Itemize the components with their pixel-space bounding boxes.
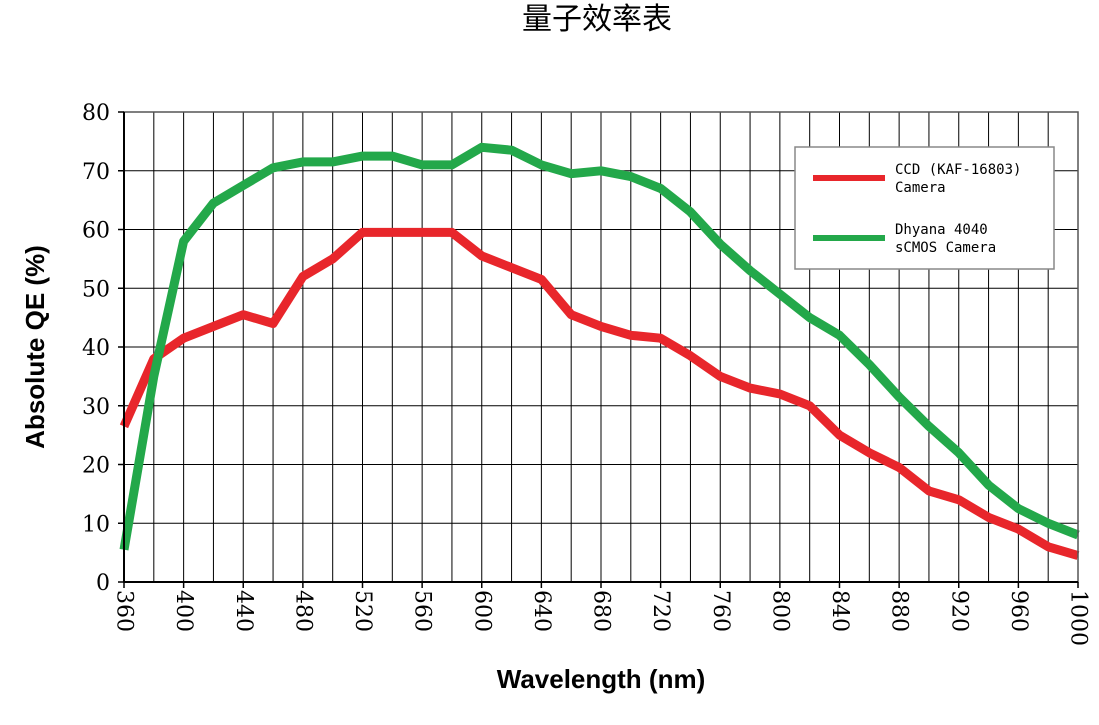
- legend-box: [794, 146, 1055, 270]
- legend-label-0: CCD (KAF-16803): [895, 162, 1021, 178]
- y-axis-ticks: 0 10 20 30 40 50 60 70 80: [82, 101, 124, 596]
- x-tick-label: 800: [767, 590, 792, 632]
- y-tick-label: 50: [82, 277, 110, 302]
- y-tick-label: 30: [82, 395, 110, 420]
- series-line-0: [119, 227, 1080, 560]
- x-tick-label: 920: [946, 590, 971, 632]
- x-tick-label: 760: [708, 590, 733, 632]
- legend-label-1: sCMOS Camera: [895, 240, 996, 256]
- series-line-1: [119, 142, 1080, 551]
- x-tick-label: 480: [290, 590, 315, 632]
- y-tick-label: 60: [82, 219, 110, 244]
- x-tick-label: 520: [350, 590, 375, 632]
- x-tick-label: 560: [410, 590, 435, 632]
- y-tick-label: 20: [82, 454, 110, 479]
- x-tick-label: 400: [171, 590, 196, 632]
- x-tick-label: 640: [529, 590, 554, 632]
- y-tick-label: 80: [82, 101, 110, 126]
- x-tick-label: 680: [589, 590, 614, 632]
- y-tick-label: 70: [82, 160, 110, 185]
- series-lines: [119, 142, 1080, 560]
- chart-title: 量子效率表: [522, 2, 672, 37]
- x-tick-label: 360: [112, 590, 137, 632]
- x-axis-ticks: 360 400 440 480 520 560 600 640 680 720 760 800 840 8…: [112, 582, 1091, 646]
- x-tick-label: 840: [827, 590, 852, 632]
- x-tick-label: 600: [469, 590, 494, 632]
- y-tick-label: 0: [96, 571, 110, 596]
- legend-label-1: Dhyana 4040: [895, 222, 988, 238]
- y-tick-label: 40: [82, 336, 110, 361]
- legend-label-0: Camera: [895, 180, 946, 196]
- x-tick-label: 1000: [1066, 590, 1091, 646]
- x-tick-label: 960: [1006, 590, 1031, 632]
- x-tick-label: 440: [231, 590, 256, 632]
- x-tick-label: 880: [887, 590, 912, 632]
- legend: CCD (KAF-16803) Camera Dhyana 4040 sCMOS Ca…: [794, 146, 1055, 270]
- y-tick-label: 10: [82, 512, 110, 537]
- y-axis-label: Absolute QE (%): [20, 245, 50, 449]
- x-tick-label: 720: [648, 590, 673, 632]
- x-axis-label: Wavelength (nm): [497, 664, 705, 694]
